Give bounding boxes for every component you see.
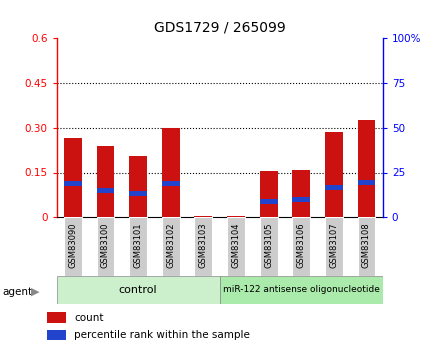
Bar [64, 217, 82, 276]
Bar [219, 276, 382, 304]
Text: GSM83105: GSM83105 [263, 223, 273, 268]
Bar [227, 216, 244, 217]
Text: GSM83100: GSM83100 [101, 223, 110, 268]
Text: GSM83090: GSM83090 [68, 223, 77, 268]
Text: GSM83106: GSM83106 [296, 223, 305, 268]
Bar [64, 138, 82, 217]
Bar [129, 156, 147, 217]
Text: GSM83104: GSM83104 [231, 223, 240, 268]
Bar [129, 191, 147, 196]
Text: ▶: ▶ [31, 287, 40, 296]
Bar [357, 180, 375, 185]
Title: GDS1729 / 265099: GDS1729 / 265099 [154, 20, 285, 34]
Bar [64, 180, 82, 186]
Bar [227, 217, 244, 276]
Text: count: count [74, 313, 103, 323]
Bar [324, 185, 342, 190]
Bar [259, 217, 277, 276]
Bar [292, 217, 309, 276]
Text: agent: agent [2, 287, 32, 296]
Bar [96, 146, 114, 217]
Bar [96, 188, 114, 194]
Bar [56, 276, 219, 304]
Text: GSM83101: GSM83101 [133, 223, 142, 268]
Bar [357, 217, 375, 276]
Bar [259, 198, 277, 204]
Text: GSM83102: GSM83102 [166, 223, 175, 268]
Text: control: control [118, 285, 157, 295]
Bar [96, 217, 114, 276]
Text: miR-122 antisense oligonucleotide: miR-122 antisense oligonucleotide [222, 285, 379, 294]
Text: GSM83107: GSM83107 [329, 223, 338, 268]
Bar [47, 330, 66, 341]
Bar [47, 312, 66, 323]
Bar [292, 197, 309, 203]
Text: GSM83108: GSM83108 [361, 223, 370, 268]
Bar [194, 217, 212, 276]
Text: GSM83103: GSM83103 [198, 223, 207, 268]
Bar [161, 217, 179, 276]
Bar [161, 180, 179, 186]
Bar [357, 120, 375, 217]
Text: percentile rank within the sample: percentile rank within the sample [74, 330, 250, 340]
Bar [129, 217, 147, 276]
Bar [324, 132, 342, 217]
Bar [194, 216, 212, 217]
Bar [161, 128, 179, 217]
Bar [324, 217, 342, 276]
Bar [292, 170, 309, 217]
Bar [259, 171, 277, 217]
